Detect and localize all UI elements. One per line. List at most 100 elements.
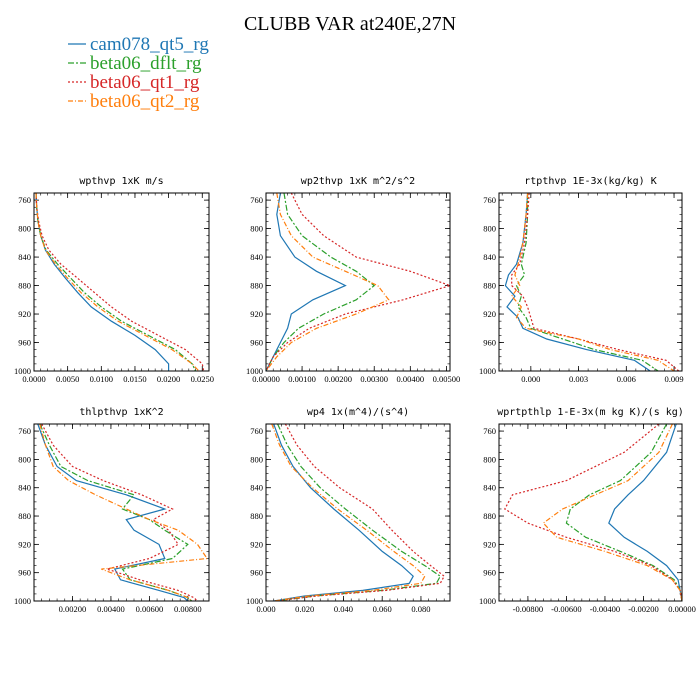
x-tick-label: 0.00000: [252, 374, 280, 384]
x-tick-label: -0.00600: [551, 604, 581, 614]
legend-entry: beta06_qt2_rg: [68, 91, 200, 112]
x-tick-label: 0.00200: [59, 604, 87, 614]
legend-entry: beta06_dflt_rg: [68, 53, 202, 74]
y-tick-label: 760: [18, 195, 31, 205]
y-tick-label: 760: [250, 195, 263, 205]
panel-5: wp4 1x(m^4)/(s^4)76080084088092096010000…: [246, 407, 451, 614]
legend-label: beta06_qt2_rg: [90, 91, 200, 112]
y-tick-label: 1000: [14, 366, 31, 376]
panel-title: wprtpthlp 1-E-3x(m kg K)/(s kg): [497, 407, 684, 418]
y-tick-label: 840: [250, 483, 263, 493]
series-line-beta06_qt2_rg: [39, 424, 209, 601]
y-tick-label: 960: [18, 568, 31, 578]
series-line-beta06_qt2_rg: [266, 193, 390, 371]
plot-frame: [498, 423, 683, 602]
y-tick-label: 800: [18, 454, 31, 464]
series-line-cam078_qt5_rg: [608, 424, 682, 601]
y-tick-label: 920: [250, 309, 263, 319]
series-line-beta06_qt1_rg: [266, 193, 450, 371]
x-tick-label: 0.00500: [433, 374, 461, 384]
y-tick-label: 880: [483, 281, 496, 291]
y-tick-label: 960: [250, 568, 263, 578]
y-tick-label: 800: [483, 454, 496, 464]
x-tick-label: 0.00100: [288, 374, 316, 384]
plot-frame: [498, 192, 683, 372]
x-tick-label: 0.0150: [123, 374, 146, 384]
series-line-beta06_qt1_rg: [504, 424, 682, 601]
y-tick-label: 960: [483, 568, 496, 578]
series-line-beta06_qt1_rg: [511, 193, 680, 371]
series-line-beta06_dflt_rg: [565, 424, 682, 601]
panel-title: wp2thvp 1xK m^2/s^2: [301, 176, 415, 187]
x-tick-label: 0.060: [373, 604, 392, 614]
series-line-beta06_qt1_rg: [41, 424, 198, 601]
x-tick-label: 0.00300: [360, 374, 388, 384]
panel-title: wp4 1x(m^4)/(s^4): [307, 407, 409, 418]
x-tick-label: 0.00200: [324, 374, 352, 384]
x-tick-label: 0.0100: [90, 374, 113, 384]
y-tick-label: 840: [483, 252, 496, 262]
y-tick-label: 880: [18, 511, 31, 521]
y-tick-label: 840: [483, 483, 496, 493]
y-tick-label: 800: [483, 224, 496, 234]
x-tick-label: 0.000: [256, 604, 275, 614]
y-tick-label: 760: [18, 426, 31, 436]
series-line-cam078_qt5_rg: [35, 193, 170, 371]
series-line-beta06_qt1_rg: [35, 193, 205, 371]
y-tick-label: 1000: [479, 596, 496, 606]
series-line-beta06_dflt_rg: [275, 424, 442, 601]
y-tick-label: 920: [483, 539, 496, 549]
panel-4: thlpthvp 1xK^2 760 800 840 880 920 960 1000 0.00…: [14, 407, 210, 614]
y-tick-label: 760: [250, 426, 263, 436]
y-tick-label: 800: [250, 224, 263, 234]
plot-frame: [33, 192, 210, 372]
y-tick-label: 960: [18, 338, 31, 348]
y-tick-label: 840: [250, 252, 263, 262]
panel-title: wpthvp 1xK m/s: [79, 176, 163, 187]
legend: cam078_qt5_rgbeta06_dflt_rgbeta06_qt1_rg…: [68, 34, 209, 112]
panel-1: wpthvp 1xK m/s76080084088092096010000.00…: [14, 176, 214, 384]
x-tick-label: 0.009: [664, 374, 683, 384]
x-tick-label: -0.00400: [590, 604, 620, 614]
series-line-beta06_dflt_rg: [266, 193, 376, 371]
panels: wpthvp 1xK m/s76080084088092096010000.00…: [14, 176, 696, 614]
y-tick-label: 1000: [246, 596, 263, 606]
series-line-beta06_qt2_rg: [35, 193, 200, 371]
x-tick-label: 0.040: [334, 604, 353, 614]
x-tick-label: 0.0000: [22, 374, 45, 384]
y-tick-label: 760: [483, 195, 496, 205]
x-tick-label: 0.0200: [157, 374, 180, 384]
figure-title: CLUBB VAR at240E,27N: [244, 13, 456, 35]
x-tick-label: 0.0250: [191, 374, 214, 384]
x-tick-label: 0.003: [569, 374, 588, 384]
x-tick-label: 0.00400: [397, 374, 425, 384]
y-tick-label: 800: [18, 224, 31, 234]
series-line-beta06_qt2_rg: [542, 424, 682, 601]
y-tick-label: 840: [18, 252, 31, 262]
legend-entry: cam078_qt5_rg: [68, 34, 209, 55]
x-tick-label: 0.020: [295, 604, 314, 614]
y-tick-label: 920: [18, 309, 31, 319]
x-tick-label: -0.00800: [513, 604, 543, 614]
y-tick-label: 880: [18, 281, 31, 291]
x-tick-label: 0.006: [617, 374, 636, 384]
series-line-cam078_qt5_rg: [273, 424, 414, 601]
panel-title: rtpthvp 1E-3x(kg/kg) K: [524, 176, 656, 187]
series-line-beta06_dflt_rg: [515, 193, 659, 371]
series-line-cam078_qt5_rg: [37, 424, 189, 601]
y-tick-label: 960: [250, 338, 263, 348]
legend-label: beta06_dflt_rg: [90, 53, 202, 74]
y-tick-label: 1000: [246, 366, 263, 376]
x-tick-label: 0.00600: [136, 604, 164, 614]
series-line-beta06_qt1_rg: [275, 424, 445, 601]
x-tick-label: 0.00400: [97, 604, 125, 614]
y-tick-label: 880: [250, 511, 263, 521]
panel-3: rtpthvp 1E-3x(kg/kg) K 760 800 840 880 920 960…: [479, 176, 684, 384]
legend-entry: beta06_qt1_rg: [68, 72, 200, 93]
legend-label: cam078_qt5_rg: [90, 34, 209, 55]
x-tick-label: 0.0050: [56, 374, 79, 384]
y-tick-label: 1000: [14, 596, 31, 606]
x-tick-label: 0.000: [521, 374, 540, 384]
x-tick-label: 0.00800: [174, 604, 202, 614]
